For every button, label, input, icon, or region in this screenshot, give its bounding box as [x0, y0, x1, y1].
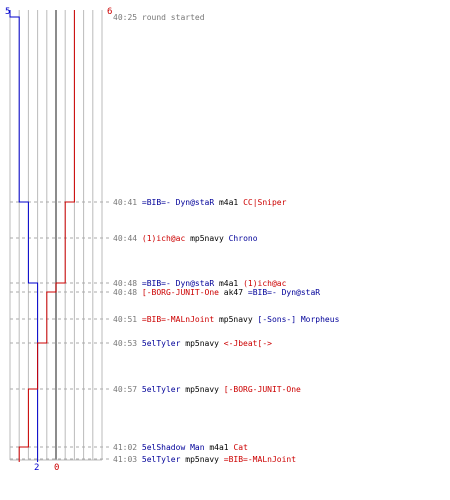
event-time: 40:57 — [113, 385, 142, 394]
event-player: (1)ich@ac — [238, 279, 286, 288]
event-time: 41:03 — [113, 455, 142, 464]
event-row: 41:02 5elShadow Man m4a1 Cat — [113, 443, 248, 452]
event-weapon: mp5navy — [185, 234, 224, 243]
event-player: =BIB=- Dyn@staR — [142, 198, 214, 207]
event-time: 40:44 — [113, 234, 142, 243]
event-player: (1)ich@ac — [142, 234, 186, 243]
event-player: 5elShadow Man — [142, 443, 205, 452]
event-time: 40:51 — [113, 315, 142, 324]
event-row: 40:51 =BIB=-MALnJoint mp5navy [-Sons-] M… — [113, 315, 340, 324]
event-player: =BIB=- Dyn@staR — [243, 288, 320, 297]
event-player: round started — [142, 13, 205, 22]
event-time: 41:02 — [113, 443, 142, 452]
start-label-red: 6 — [107, 7, 112, 17]
event-player: 5elTyler — [142, 455, 181, 464]
event-time: 40:41 — [113, 198, 142, 207]
event-player: [-Sons-] Morpheus — [253, 315, 340, 324]
event-row: 40:53 5elTyler mp5navy <-Jbeat[-> — [113, 339, 272, 348]
end-label-red: 0 — [54, 463, 59, 473]
event-player: 5elTyler — [142, 339, 181, 348]
event-player: =BIB=- Dyn@staR — [142, 279, 214, 288]
end-label-blue: 2 — [34, 463, 39, 473]
event-time: 40:48 — [113, 288, 142, 297]
event-weapon: mp5navy — [180, 339, 219, 348]
event-weapon: mp5navy — [214, 315, 253, 324]
event-time: 40:25 — [113, 13, 142, 22]
event-row: 41:03 5elTyler mp5navy =BIB=-MALnJoint — [113, 455, 296, 464]
event-row: 40:25 round started — [113, 13, 205, 22]
event-player: 5elTyler — [142, 385, 181, 394]
event-player: =BIB=-MALnJoint — [142, 315, 214, 324]
event-player: [-BORG-JUNIT-One — [142, 288, 219, 297]
series-line — [18, 10, 75, 462]
series-line — [9, 10, 39, 462]
event-player: Chrono — [224, 234, 258, 243]
event-weapon: m4a1 — [214, 198, 238, 207]
event-row: 40:41 =BIB=- Dyn@staR m4a1 CC|Sniper — [113, 198, 287, 207]
event-player: <-Jbeat[-> — [219, 339, 272, 348]
event-player: CC|Sniper — [238, 198, 286, 207]
event-player: [-BORG-JUNIT-One — [219, 385, 301, 394]
event-weapon: m4a1 — [214, 279, 238, 288]
event-row: 40:44 (1)ich@ac mp5navy Chrono — [113, 234, 258, 243]
event-weapon: mp5navy — [180, 455, 219, 464]
start-label-blue: 5 — [5, 7, 10, 17]
event-player: Cat — [229, 443, 248, 452]
event-weapon: ak47 — [219, 288, 243, 297]
event-weapon: m4a1 — [205, 443, 229, 452]
event-row: 40:57 5elTyler mp5navy [-BORG-JUNIT-One — [113, 385, 301, 394]
event-row: 40:48 [-BORG-JUNIT-One ak47 =BIB=- Dyn@s… — [113, 288, 320, 297]
event-row: 40:48 =BIB=- Dyn@staR m4a1 (1)ich@ac — [113, 279, 287, 288]
event-player: =BIB=-MALnJoint — [219, 455, 296, 464]
event-time: 40:48 — [113, 279, 142, 288]
event-weapon: mp5navy — [180, 385, 219, 394]
event-time: 40:53 — [113, 339, 142, 348]
